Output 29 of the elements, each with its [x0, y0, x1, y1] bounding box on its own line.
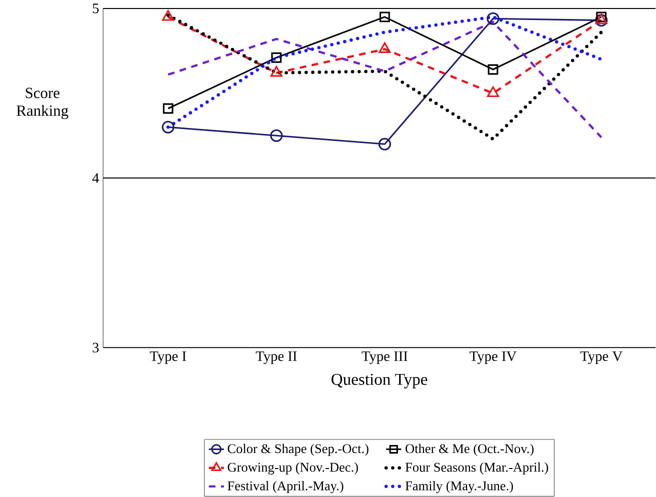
y-tick-label: 3: [92, 343, 99, 353]
point: [486, 86, 500, 98]
point: [162, 10, 174, 21]
point: [162, 121, 174, 134]
legend-label: Color & Shape (Sep.-Oct.): [228, 444, 368, 456]
point: [488, 64, 498, 75]
point: [486, 12, 500, 26]
point: [270, 66, 282, 77]
legend-label: Family (May.-June.): [405, 481, 513, 494]
point: [378, 42, 391, 54]
x-tick-label: Type II: [256, 352, 297, 364]
legend-label: Festival (April.-May.): [228, 481, 344, 494]
y-tick-label: 4: [92, 174, 99, 184]
x-tick-label: Type III: [362, 352, 408, 364]
x-tick-label: Type V: [580, 352, 622, 364]
point: [380, 12, 390, 22]
x-tick-label: Type IV: [470, 352, 516, 364]
point: [378, 138, 392, 151]
legend-label: Other & Me (Oct.-Nov.): [406, 444, 534, 456]
x-axis-title: Question Type: [332, 374, 428, 389]
y-tick-label: 5: [92, 4, 99, 14]
point: [271, 52, 282, 64]
legend-label: Four Seasons (Mar.-April.): [405, 462, 548, 475]
point: [162, 104, 174, 114]
y-axis-title: Score Ranking: [16, 88, 68, 120]
point: [270, 130, 283, 142]
x-tick-label: Type I: [150, 352, 186, 364]
legend-label: Growing-up (Nov.-Dec.): [228, 462, 358, 475]
point: [595, 14, 608, 27]
